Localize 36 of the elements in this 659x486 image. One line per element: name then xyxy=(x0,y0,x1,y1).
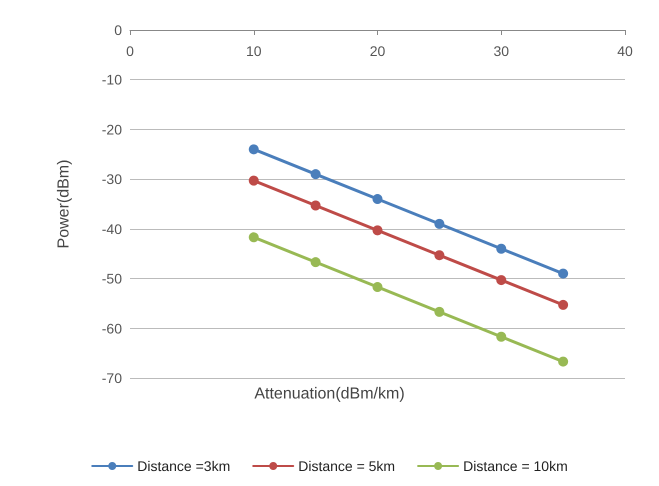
y-tick-label: -60 xyxy=(102,320,122,336)
point xyxy=(496,275,506,286)
y-tick-label: -40 xyxy=(102,220,122,237)
point xyxy=(496,332,506,342)
point xyxy=(310,200,321,210)
point xyxy=(372,225,382,236)
y-axis-title: Power(dBm) xyxy=(56,160,72,248)
legend-label: Distance = 10km xyxy=(463,458,568,474)
y-tick-label: -70 xyxy=(102,370,122,386)
point xyxy=(434,306,444,317)
legend-label: Distance = 5km xyxy=(298,458,396,474)
x-tick-label: 30 xyxy=(493,43,510,59)
point xyxy=(558,300,568,310)
point xyxy=(496,244,506,254)
y-tick-label: -10 xyxy=(102,72,122,88)
point xyxy=(248,232,259,242)
legend-label: Distance =3km xyxy=(137,458,230,474)
y-tick-label: -30 xyxy=(102,171,122,188)
point xyxy=(372,282,382,292)
point xyxy=(558,268,568,279)
y-tick-label: -20 xyxy=(102,121,122,138)
point xyxy=(434,218,444,229)
point xyxy=(372,194,382,204)
x-tick-label: 40 xyxy=(617,43,633,59)
x-axis-title: Attenuation(dBm/km) xyxy=(254,386,405,402)
x-tick-label: 10 xyxy=(246,43,262,59)
point xyxy=(434,250,444,260)
x-tick-label: 20 xyxy=(370,43,386,59)
y-tick-label: 0 xyxy=(114,22,122,38)
point xyxy=(248,176,259,186)
point xyxy=(310,257,321,268)
point xyxy=(310,169,321,180)
point xyxy=(248,144,259,154)
y-tick-label: -50 xyxy=(102,270,122,287)
x-tick-label: 0 xyxy=(126,43,134,59)
point xyxy=(558,356,568,367)
